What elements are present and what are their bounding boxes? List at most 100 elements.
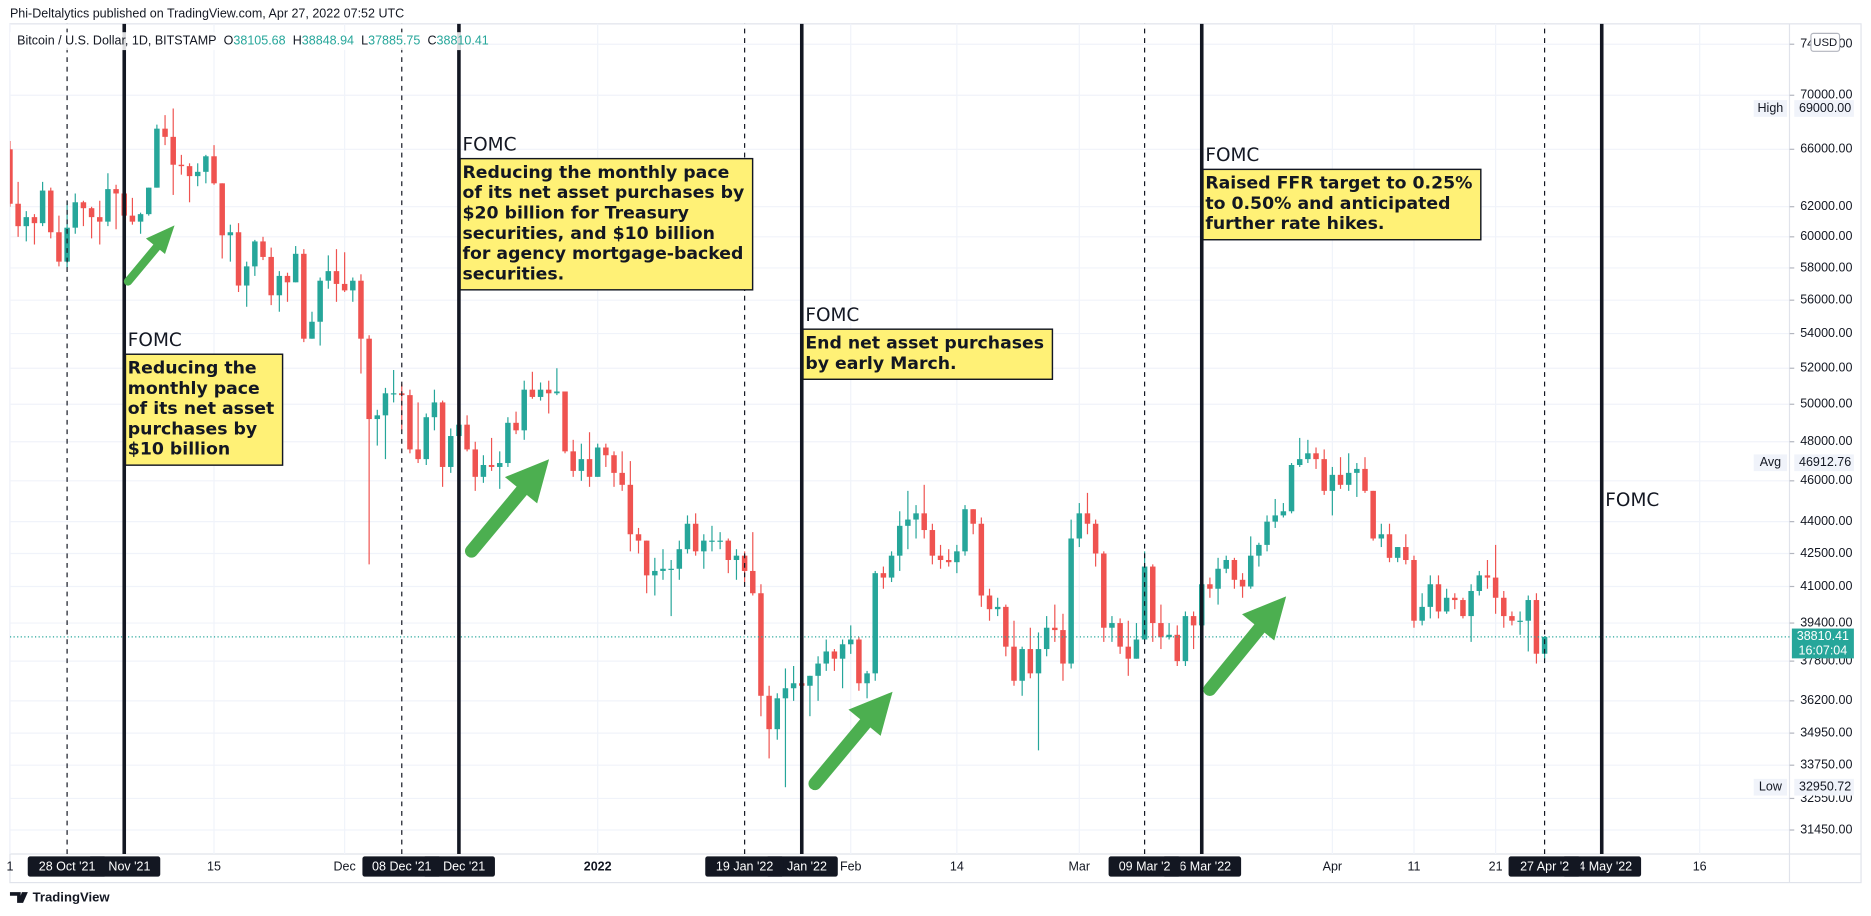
candle-body [668, 568, 674, 570]
candle-body [1427, 584, 1434, 607]
candle-body [15, 203, 21, 227]
annotation-text: $10 billion [128, 440, 230, 460]
candle-body [1068, 538, 1074, 664]
annotation-box [124, 353, 284, 466]
legend-background [9, 32, 461, 51]
candle-body [309, 321, 315, 339]
candle-body [1272, 515, 1278, 522]
candle-body [301, 253, 307, 339]
event-date-badge [705, 856, 784, 877]
x-tick-label: 15 [207, 859, 221, 873]
candle-body [888, 555, 895, 578]
candle-body [1501, 597, 1507, 617]
candle-body [643, 540, 650, 576]
candle-body [1256, 544, 1262, 556]
annotation-text: to 0.50% and anticipated [1205, 194, 1450, 214]
event-date-label: 19 Jan '22 [716, 859, 773, 873]
ohlc-key: O [224, 34, 234, 48]
candle-body [1109, 623, 1115, 628]
annotation-box [459, 157, 754, 291]
candle-body [725, 540, 732, 561]
candle-body [1517, 620, 1523, 622]
candle-body [521, 389, 527, 431]
candle-body [1370, 490, 1376, 539]
candle-body [1419, 606, 1425, 621]
candle-body [709, 540, 715, 542]
x-tick-label: Feb [840, 859, 862, 873]
arrow [1203, 596, 1287, 696]
event-date-badge [1162, 856, 1242, 877]
y-tick-label: 54000.00 [1800, 326, 1852, 340]
candle-body [839, 644, 846, 659]
stat-name: Avg [1760, 455, 1781, 469]
candle-body [986, 595, 993, 610]
annotation-title: FOMC [128, 330, 182, 351]
x-tick-label: 2022 [584, 859, 612, 873]
candle-body [341, 283, 348, 291]
x-tick-label: Dec [334, 859, 356, 873]
candle-body [545, 389, 552, 394]
y-tick-label: 33750.00 [1800, 758, 1852, 772]
annotation-text: Raised FFR target to 0.25% [1205, 174, 1472, 194]
candle-body [390, 393, 397, 395]
candle-body [1509, 616, 1515, 621]
candle-body [856, 639, 862, 684]
candle-body [162, 128, 168, 137]
candle-body [472, 449, 478, 477]
candle-body [252, 241, 258, 267]
event-date-label: 16 Mar '22 [1172, 859, 1231, 873]
candle-body [1435, 584, 1442, 612]
candle-body [243, 266, 250, 286]
candle-body [1386, 534, 1393, 558]
candle-body [1354, 468, 1360, 473]
candle-body [31, 217, 38, 224]
candle-body [227, 232, 234, 236]
candle-body [562, 391, 568, 452]
annotation-text: by early March. [805, 354, 956, 374]
event-lines [66, 23, 1604, 854]
candle-body [570, 451, 576, 471]
y-tick-label: 52000.00 [1800, 361, 1852, 375]
currency-badge [1810, 32, 1841, 52]
candle-body [1003, 606, 1009, 647]
candles [9, 108, 1790, 788]
candle-body [325, 271, 332, 281]
candle-body [211, 156, 217, 184]
last-price-badge [1791, 628, 1854, 659]
candle-body [978, 523, 985, 596]
candle-body [1476, 575, 1483, 591]
candle-body [186, 166, 193, 177]
candle-body [1280, 511, 1287, 516]
candle-body [1084, 513, 1091, 524]
y-tick-label: 44000.00 [1800, 514, 1852, 528]
candle-body [374, 415, 381, 420]
candle-body [97, 217, 103, 222]
x-tick-label: 16 [1693, 859, 1707, 873]
candle-body [684, 523, 691, 550]
candle-body [586, 459, 593, 477]
candle-body [1207, 584, 1213, 589]
candle-body [807, 675, 813, 686]
stat-name: High [1758, 101, 1784, 115]
candle-body [513, 422, 519, 431]
y-tick-label: 41000.00 [1800, 579, 1852, 593]
candle-body [962, 509, 968, 552]
candle-body [937, 555, 944, 561]
annotation-text: of its net asset [128, 399, 274, 419]
candle-body [1484, 575, 1491, 578]
event-date-badge [1108, 856, 1181, 877]
candle-body [72, 202, 79, 228]
candle-body [292, 253, 299, 283]
candle-body [194, 171, 201, 177]
candle-body [1019, 649, 1025, 681]
candle-body [554, 391, 560, 394]
event-date-label: 28 Oct '21 [39, 859, 96, 873]
candle-body [1231, 560, 1238, 580]
candle-body [1158, 623, 1164, 638]
arrow [123, 225, 175, 286]
legend: Bitcoin / U.S. Dollar, 1D, BITSTAMP O3810… [17, 34, 489, 48]
annotation-title: FOMC [462, 135, 516, 156]
event-date-badge [362, 856, 442, 877]
candle-body [594, 447, 601, 477]
